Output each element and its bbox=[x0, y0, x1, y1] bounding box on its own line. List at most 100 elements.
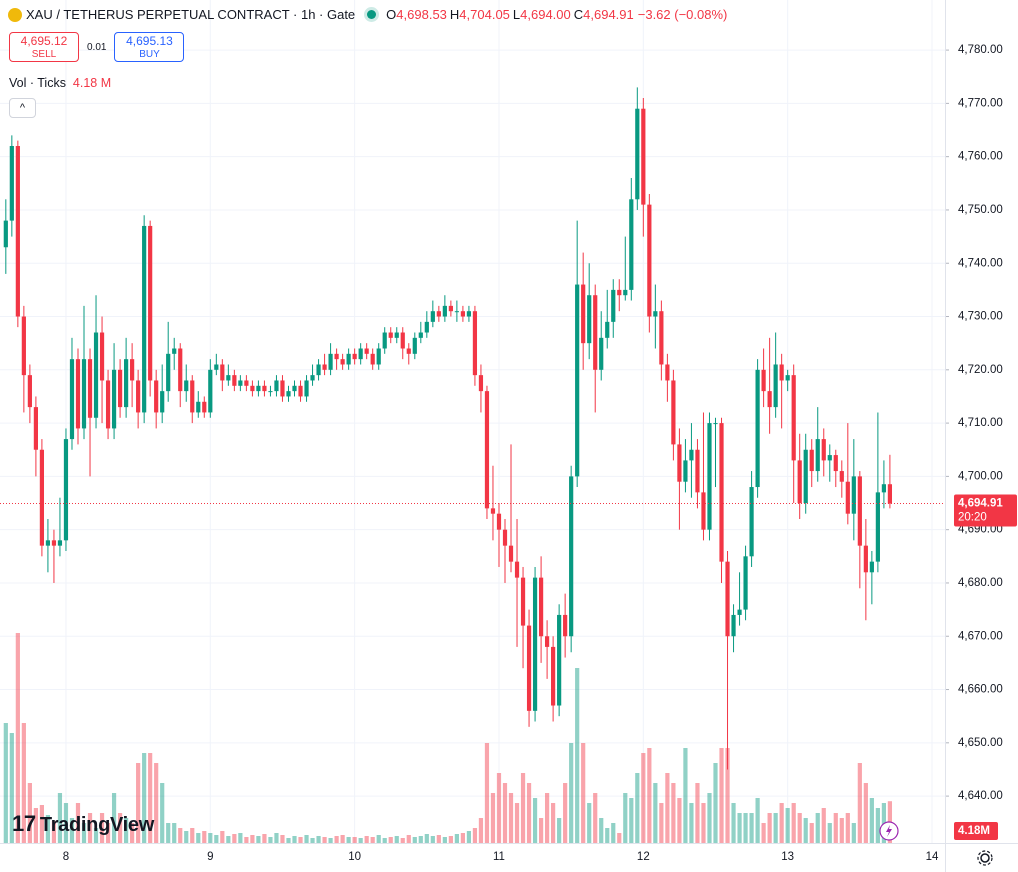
volume-bar bbox=[202, 831, 207, 843]
candle-body bbox=[695, 449, 700, 493]
candle-body bbox=[881, 484, 887, 493]
candle-body bbox=[57, 540, 63, 546]
candle-body bbox=[755, 369, 760, 488]
volume-bar bbox=[280, 835, 285, 843]
y-tick-label: 4,710.00 bbox=[958, 417, 1003, 429]
volume-bar bbox=[262, 834, 267, 843]
volume-bar bbox=[755, 798, 760, 843]
candle-body bbox=[202, 401, 207, 413]
candle-body bbox=[328, 353, 333, 370]
candle-body bbox=[839, 471, 844, 482]
candle-body bbox=[244, 380, 249, 386]
settings-icon bbox=[977, 850, 993, 866]
volume-bar bbox=[785, 808, 790, 843]
volume-bar bbox=[767, 813, 772, 843]
volume-bar bbox=[424, 834, 429, 843]
candle-body bbox=[256, 385, 261, 392]
candle-body bbox=[430, 311, 435, 322]
ohlc-key: O bbox=[386, 7, 397, 22]
brand-name: TradingView bbox=[39, 814, 155, 836]
volume-bar bbox=[557, 818, 562, 843]
volume-bar bbox=[821, 808, 826, 843]
candle-body bbox=[478, 375, 484, 392]
volume-bar bbox=[683, 748, 688, 843]
candle-body bbox=[436, 311, 441, 317]
candle-body bbox=[190, 380, 195, 413]
x-tick-label: 12 bbox=[637, 851, 650, 863]
candle-body bbox=[797, 460, 802, 504]
collapse-button[interactable]: ^ bbox=[9, 98, 36, 118]
volume-bar bbox=[418, 836, 423, 843]
candle-body bbox=[761, 369, 766, 392]
volume-bar bbox=[87, 813, 93, 843]
ohlc-value: 4,694.91 bbox=[583, 7, 634, 22]
volume-bar bbox=[707, 793, 712, 843]
volume-bar bbox=[833, 813, 838, 843]
market-status bbox=[367, 10, 377, 19]
ohlc-item: H4,704.05 bbox=[450, 7, 510, 22]
candle-body bbox=[635, 108, 640, 200]
candle-body bbox=[737, 609, 742, 615]
candle-body bbox=[538, 577, 544, 637]
candle-body bbox=[51, 540, 57, 546]
countdown: 20:20 bbox=[958, 512, 987, 524]
sell-button[interactable]: 4,695.12 SELL bbox=[9, 32, 79, 62]
ohlc-values: O4,698.53 H4,704.05 L4,694.00 C4,694.91 bbox=[386, 7, 634, 22]
candle-body bbox=[803, 449, 808, 504]
legend: XAU / TETHERUS PERPETUAL CONTRACT · 1h ·… bbox=[8, 7, 727, 22]
candle-body bbox=[713, 423, 718, 425]
volume-bar bbox=[797, 813, 802, 843]
y-tick-label: 4,760.00 bbox=[958, 151, 1003, 163]
candle-body bbox=[875, 492, 880, 562]
x-tick-label: 10 bbox=[348, 851, 361, 863]
candle-body bbox=[575, 284, 580, 477]
candle-body bbox=[124, 359, 129, 408]
volume-bar bbox=[845, 813, 850, 843]
volume-bar bbox=[442, 837, 447, 843]
candle-body bbox=[791, 375, 796, 461]
x-tick-label: 13 bbox=[781, 851, 794, 863]
buy-button[interactable]: 4,695.13 BUY bbox=[114, 32, 185, 62]
candle-body bbox=[105, 380, 111, 429]
volume-bar bbox=[388, 837, 393, 843]
candle-body bbox=[9, 146, 14, 221]
candle-body bbox=[647, 204, 652, 317]
candle-body bbox=[322, 364, 327, 370]
candle-body bbox=[460, 311, 466, 317]
settings-button[interactable] bbox=[980, 853, 990, 863]
volume-bar bbox=[599, 818, 604, 843]
candle-body bbox=[87, 359, 93, 418]
x-tick-label: 14 bbox=[926, 851, 939, 863]
y-tick-label: 4,780.00 bbox=[958, 44, 1003, 56]
volume-bar bbox=[581, 743, 586, 843]
candle-body bbox=[304, 380, 309, 397]
y-tick-label: 4,670.00 bbox=[958, 630, 1003, 642]
candle-body bbox=[502, 529, 508, 546]
volume-bar bbox=[358, 838, 363, 843]
volume-bar bbox=[244, 837, 249, 843]
volume-bar bbox=[701, 803, 706, 843]
volume-bar bbox=[117, 813, 123, 843]
volume-bar bbox=[737, 813, 742, 843]
volume-bar bbox=[532, 798, 538, 843]
candle-body bbox=[93, 332, 99, 418]
candle-body bbox=[117, 369, 123, 408]
volume-bar bbox=[142, 753, 147, 843]
candle-body bbox=[274, 380, 279, 392]
volume-bar bbox=[839, 818, 844, 843]
candle-body bbox=[587, 295, 592, 344]
ohlc-key: L bbox=[512, 7, 521, 22]
candle-body bbox=[508, 545, 514, 562]
candle-body bbox=[33, 407, 38, 450]
candle-body bbox=[130, 359, 135, 381]
candle-body bbox=[424, 321, 429, 333]
volume-bar bbox=[364, 836, 369, 843]
candle-body bbox=[21, 316, 26, 376]
volume-bar bbox=[9, 733, 14, 843]
candle-body bbox=[563, 614, 568, 637]
volume-name[interactable]: Vol · Ticks bbox=[9, 76, 66, 90]
symbol-title[interactable]: XAU / TETHERUS PERPETUAL CONTRACT · 1h ·… bbox=[26, 7, 356, 22]
volume-bar bbox=[671, 783, 676, 843]
volume-bar bbox=[659, 803, 664, 843]
candle-body bbox=[809, 449, 814, 472]
